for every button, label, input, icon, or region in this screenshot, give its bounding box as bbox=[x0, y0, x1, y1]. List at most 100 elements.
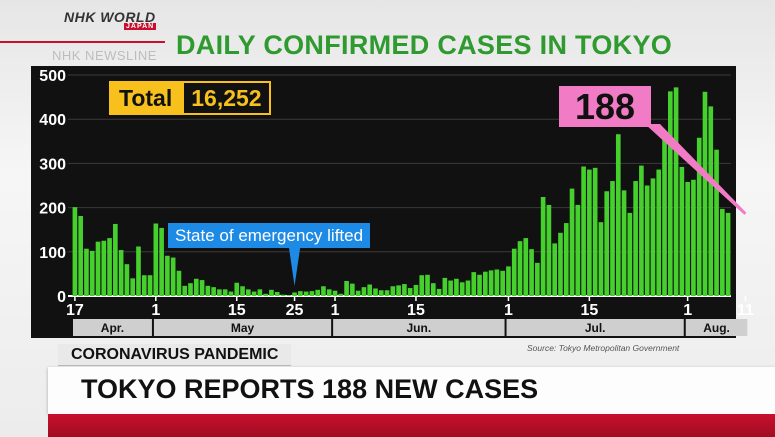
bar bbox=[280, 294, 286, 296]
bar bbox=[124, 264, 130, 296]
y-tick-label: 200 bbox=[39, 201, 66, 218]
bar bbox=[702, 91, 708, 297]
bar bbox=[720, 208, 725, 296]
bar bbox=[205, 285, 211, 296]
bar bbox=[708, 106, 714, 296]
bar bbox=[101, 240, 107, 296]
bar bbox=[644, 185, 650, 296]
bar bbox=[257, 289, 263, 296]
bar bbox=[217, 289, 222, 296]
bar bbox=[442, 277, 448, 296]
bar bbox=[425, 274, 430, 296]
bar bbox=[558, 232, 563, 296]
bar bbox=[540, 196, 546, 296]
bar bbox=[714, 149, 719, 296]
bar bbox=[118, 250, 124, 296]
bar bbox=[430, 283, 436, 296]
bar bbox=[136, 246, 141, 296]
bar bbox=[691, 179, 696, 296]
bar bbox=[344, 280, 349, 296]
x-tick-label: 25 bbox=[286, 302, 304, 319]
y-tick-label: 0 bbox=[57, 289, 66, 306]
bar bbox=[639, 165, 644, 296]
bar bbox=[170, 257, 176, 296]
lower-third-accent bbox=[48, 414, 775, 437]
annotation-overlays bbox=[288, 124, 747, 286]
nhk-world-logo: NHK WORLD JAPAN bbox=[58, 9, 166, 39]
bar bbox=[130, 278, 136, 296]
bar bbox=[113, 223, 118, 296]
x-tick-label: 1 bbox=[683, 302, 692, 319]
bar bbox=[315, 289, 320, 296]
x-tick-label: 1 bbox=[504, 302, 513, 319]
bar bbox=[610, 181, 615, 296]
month-label: Apr. bbox=[101, 321, 124, 335]
bar bbox=[245, 289, 251, 296]
bar bbox=[332, 290, 338, 296]
headline-bar bbox=[48, 367, 775, 414]
bar bbox=[662, 133, 667, 296]
bar bbox=[511, 248, 517, 296]
bar bbox=[535, 262, 540, 296]
total-box: Total 16,252 bbox=[109, 81, 271, 115]
month-band bbox=[506, 319, 684, 336]
bar bbox=[274, 292, 280, 296]
bar bbox=[95, 241, 101, 296]
x-tick-label: 15 bbox=[228, 302, 246, 319]
bar bbox=[303, 291, 309, 296]
bar bbox=[107, 238, 112, 296]
bar bbox=[292, 292, 297, 296]
bar bbox=[563, 223, 569, 296]
bar bbox=[373, 288, 378, 296]
bar bbox=[436, 288, 442, 296]
logo-brand: NHK WORLD bbox=[64, 9, 156, 25]
bar bbox=[552, 243, 558, 296]
y-tick-label: 400 bbox=[39, 112, 66, 129]
x-tick-label: 15 bbox=[580, 302, 598, 319]
bar bbox=[621, 190, 627, 296]
bar bbox=[679, 166, 685, 296]
bar bbox=[517, 241, 523, 296]
bar bbox=[350, 283, 355, 296]
callout-pointer bbox=[645, 124, 747, 215]
bar bbox=[165, 255, 170, 296]
bar bbox=[656, 169, 662, 296]
bar bbox=[147, 275, 153, 296]
bar bbox=[448, 280, 453, 296]
bar bbox=[222, 289, 228, 296]
bar bbox=[89, 250, 95, 296]
emergency-pointer bbox=[288, 245, 301, 286]
bar bbox=[592, 167, 598, 296]
total-label: Total bbox=[111, 83, 185, 113]
month-band bbox=[153, 319, 332, 336]
bar bbox=[581, 166, 586, 296]
bar bbox=[500, 270, 505, 296]
logo-sub: JAPAN bbox=[124, 23, 157, 30]
chart-title: DAILY CONFIRMED CASES IN TOKYO bbox=[176, 30, 673, 60]
bar bbox=[188, 283, 193, 296]
month-label: Jun. bbox=[407, 321, 432, 335]
source-note: Source: Tokyo Metropolitan Government bbox=[527, 343, 680, 353]
bar bbox=[182, 285, 188, 296]
bar bbox=[650, 178, 656, 296]
bar bbox=[286, 295, 292, 296]
bar bbox=[251, 291, 257, 296]
latest-count-callout: 188 bbox=[559, 86, 651, 127]
newsline-watermark: NHK NEWSLINE bbox=[52, 48, 157, 63]
bar bbox=[477, 274, 482, 296]
x-tick-label: 11 bbox=[737, 302, 754, 319]
bar bbox=[402, 284, 407, 296]
bar bbox=[587, 169, 592, 296]
month-band bbox=[685, 319, 748, 336]
x-tick-label: 17 bbox=[66, 302, 84, 319]
bar bbox=[685, 181, 690, 296]
bar bbox=[78, 215, 83, 296]
bar bbox=[321, 286, 326, 296]
brand-rule bbox=[0, 41, 165, 43]
total-value: 16,252 bbox=[184, 83, 269, 113]
bar bbox=[529, 249, 534, 296]
headline: TOKYO REPORTS 188 NEW CASES bbox=[81, 374, 539, 404]
bar bbox=[459, 282, 465, 296]
bar bbox=[483, 271, 488, 296]
